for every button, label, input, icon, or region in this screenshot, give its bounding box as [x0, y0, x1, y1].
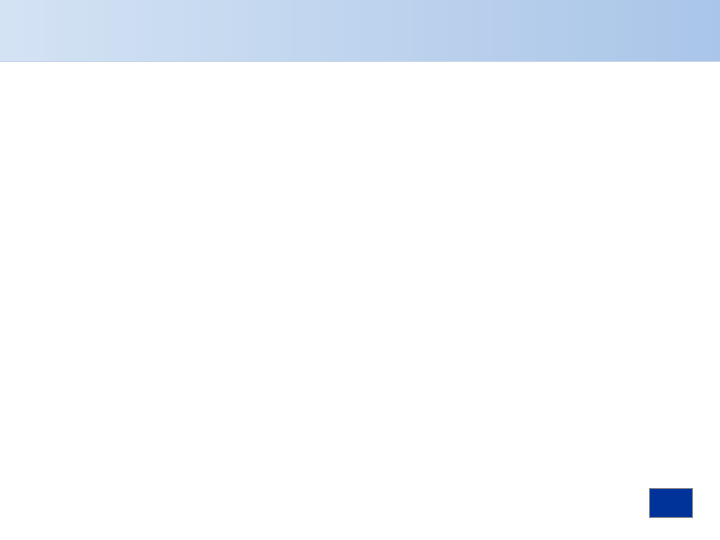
footer — [0, 472, 720, 540]
eu-flag-icon — [649, 488, 693, 518]
two-column — [28, 96, 692, 360]
power-pillars-diagram — [28, 100, 368, 360]
title-bar — [0, 0, 720, 62]
footer-right — [649, 488, 706, 518]
footer-left — [14, 478, 84, 528]
content-area — [0, 62, 720, 360]
diagram-svg — [28, 100, 368, 360]
dove-icon — [14, 478, 74, 528]
